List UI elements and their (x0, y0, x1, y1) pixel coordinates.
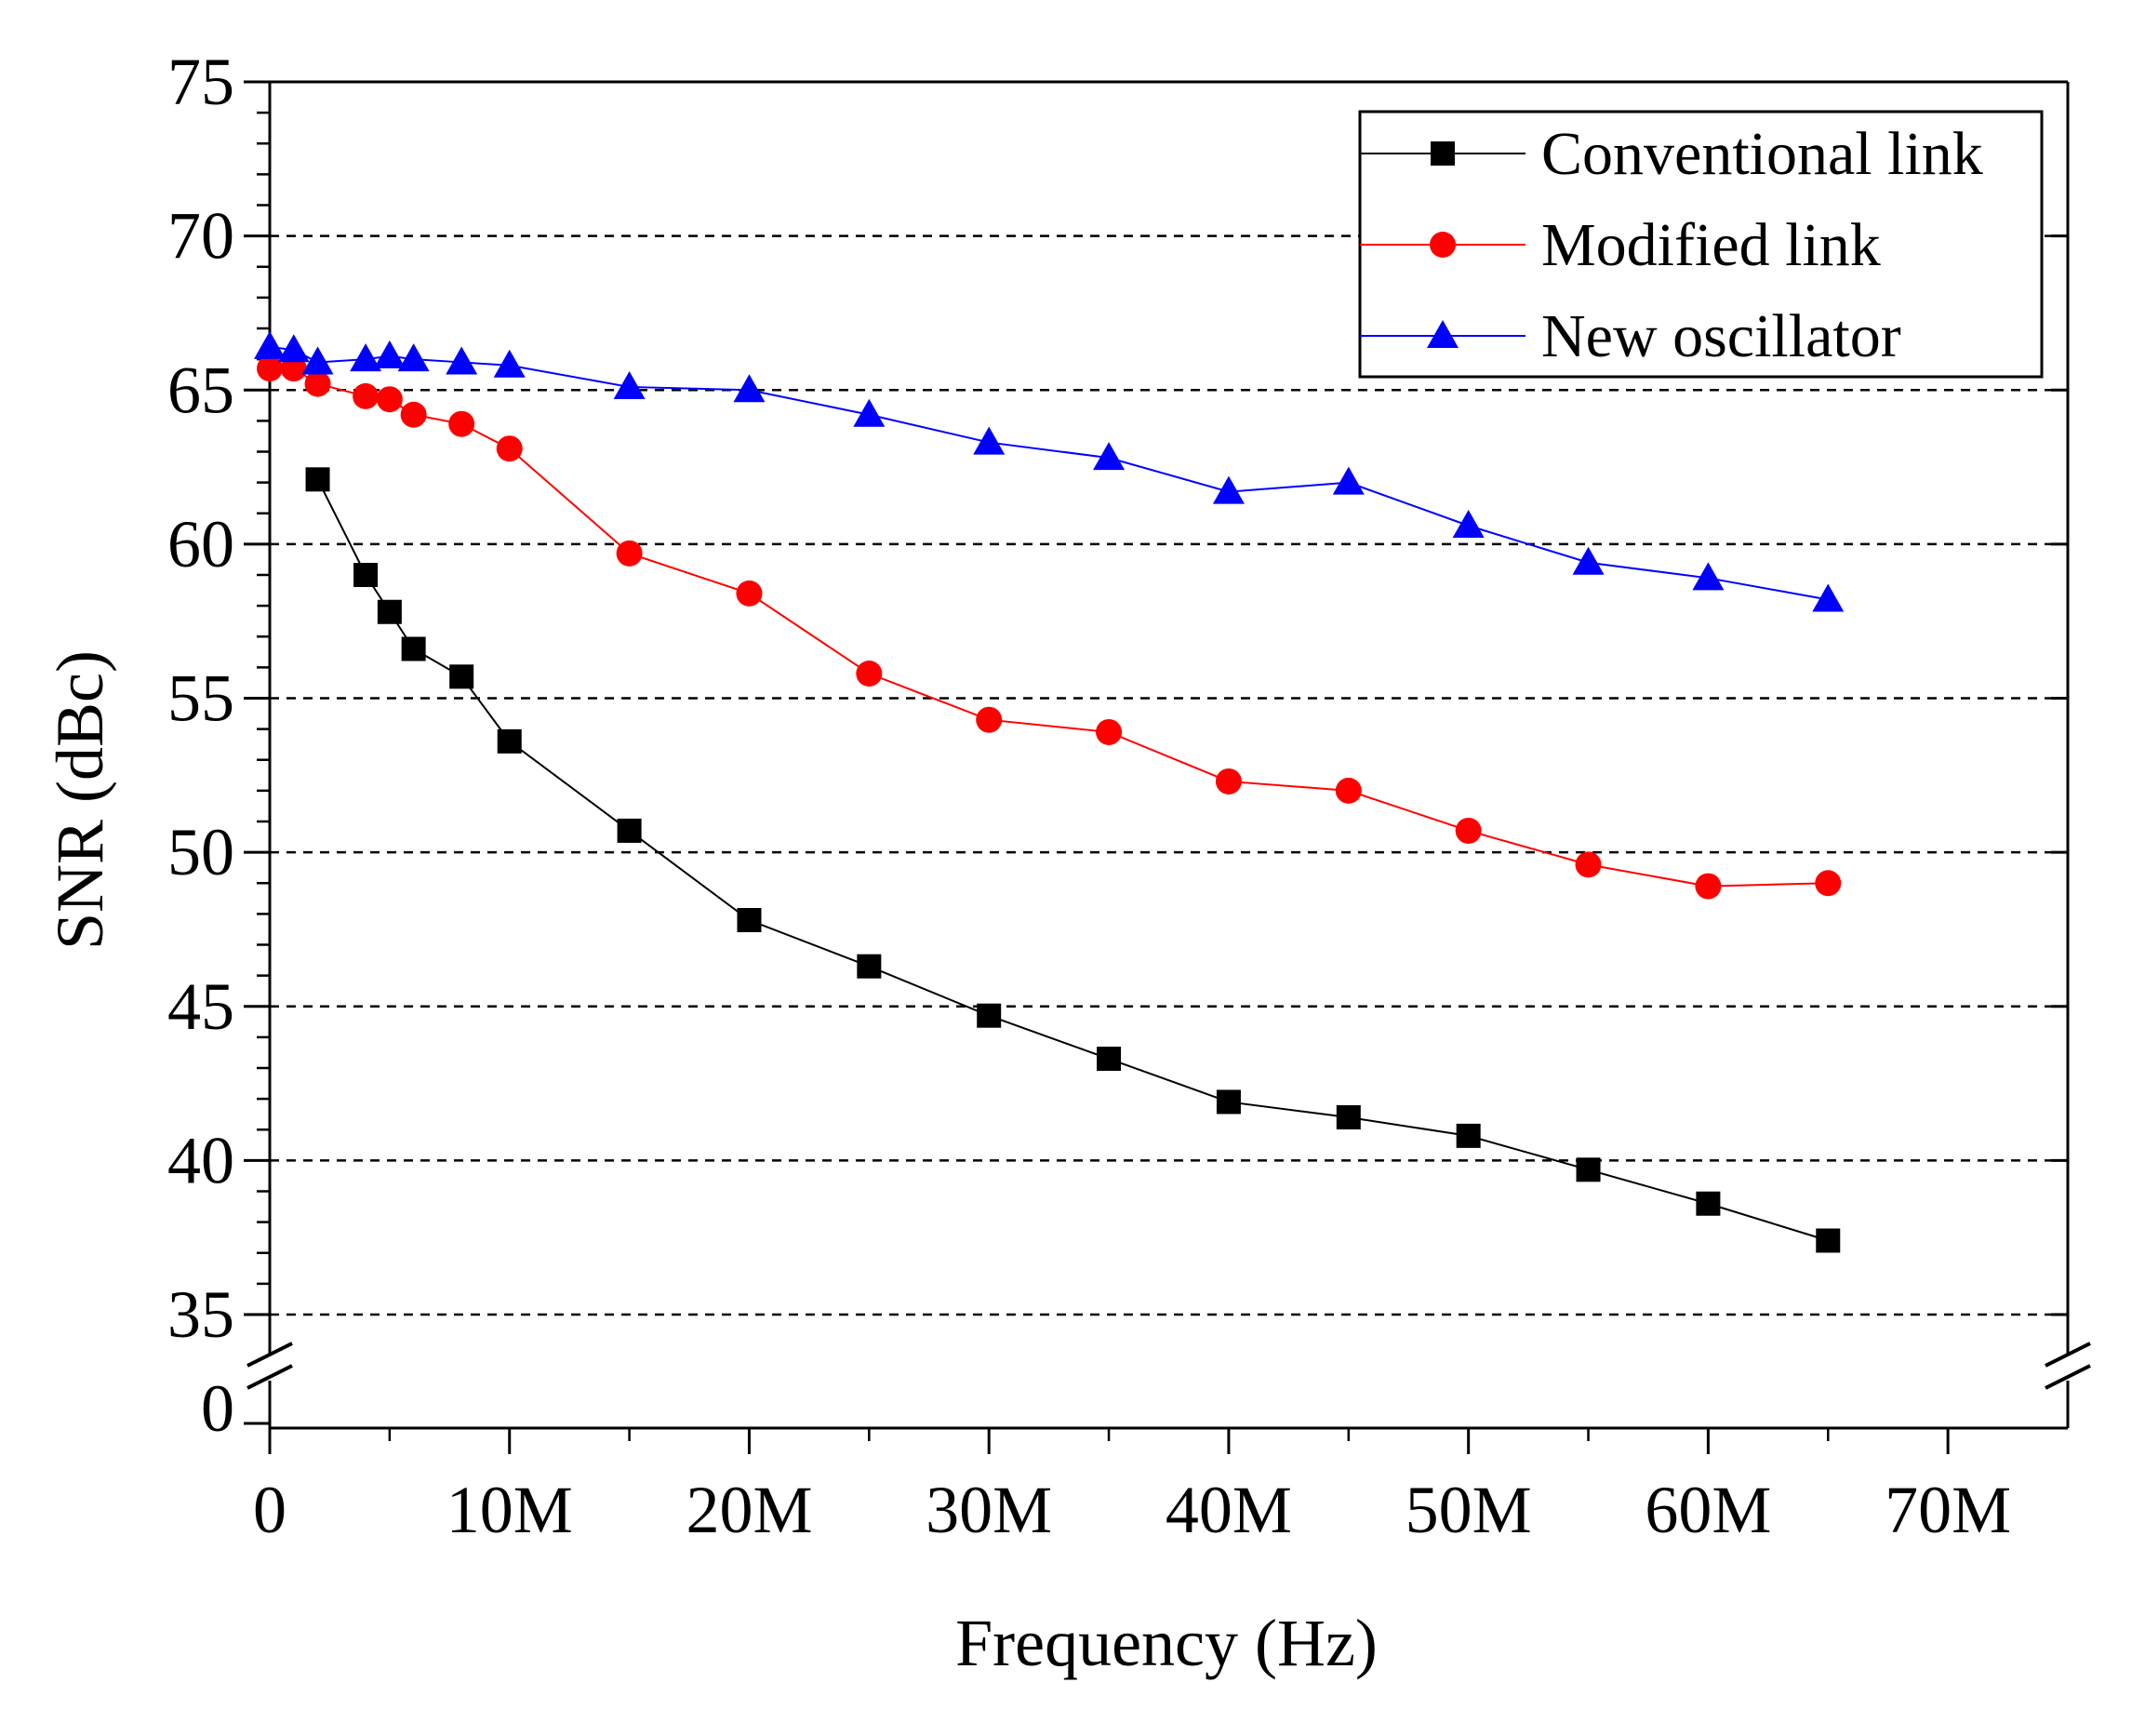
axis-break-mark-left (246, 1364, 293, 1390)
axis-break-mark-right (2045, 1364, 2091, 1390)
data-point (254, 330, 286, 359)
data-point (350, 343, 382, 372)
data-point (1093, 442, 1126, 471)
data-point (1332, 466, 1365, 495)
y-tick-label-zero: 0 (201, 1371, 234, 1446)
y-axis-title: SNR (dBc) (43, 650, 117, 950)
data-point (496, 435, 523, 462)
axis-ticks: 35 40 45 50 55 60 65 70 75 00 10M 20M 30M 40M 50M 60M 70… (167, 45, 2068, 1547)
data-point (1335, 777, 1362, 804)
data-point (400, 401, 427, 428)
data-point (1455, 817, 1482, 844)
data-point (1572, 546, 1605, 575)
data-point (736, 580, 763, 607)
y-tick-label: 55 (167, 661, 234, 736)
data-series (254, 330, 1845, 1253)
data-point (853, 398, 886, 427)
data-point (977, 1003, 1002, 1028)
x-tick-label: 20M (686, 1473, 812, 1547)
data-point (1215, 768, 1242, 795)
data-point (353, 563, 379, 587)
legend-marker-icon (1431, 141, 1455, 166)
data-point (497, 728, 522, 754)
data-point (1575, 851, 1602, 878)
data-point (1097, 1047, 1122, 1072)
series-new-oscillator (254, 330, 1845, 612)
axes (246, 80, 2091, 1430)
data-point (376, 386, 403, 413)
data-point (1576, 1157, 1601, 1182)
data-point (616, 540, 643, 567)
data-point (397, 343, 430, 372)
series-line (316, 478, 1829, 1242)
x-tick-label: 30M (926, 1473, 1052, 1547)
x-tick-label: 50M (1406, 1473, 1532, 1547)
data-point (373, 340, 406, 368)
data-point (1816, 1228, 1841, 1253)
legend-item: Conventional link (1360, 120, 1983, 188)
data-point (301, 346, 334, 375)
legend-marker-icon (1430, 232, 1456, 258)
data-point (1216, 1089, 1241, 1115)
legend-label: Modified link (1541, 211, 1881, 279)
data-point (856, 661, 883, 687)
data-point (857, 954, 882, 979)
data-point (377, 599, 402, 624)
data-point (733, 374, 766, 403)
data-point (1456, 1123, 1481, 1148)
data-point (973, 426, 1006, 455)
x-tick-label: 60M (1645, 1473, 1771, 1547)
x-tick-label: 10M (446, 1473, 573, 1547)
y-tick-label: 70 (167, 199, 234, 274)
x-tick-label: 70M (1885, 1473, 2011, 1547)
data-point (353, 382, 380, 409)
data-point (277, 334, 310, 363)
data-point (257, 355, 283, 382)
data-point (613, 370, 646, 399)
data-point (401, 636, 426, 661)
legend: Conventional link Modified link New oscill… (1358, 110, 2044, 379)
data-point (1815, 870, 1842, 897)
legend-label: New oscillator (1541, 302, 1901, 370)
data-point (1812, 583, 1845, 612)
legend-marker-icon (1427, 320, 1459, 348)
axis-break-mark-right (2045, 1342, 2091, 1368)
data-point (449, 664, 474, 689)
legend-label: Conventional link (1541, 120, 1983, 188)
data-point (305, 467, 330, 492)
data-point (446, 346, 478, 375)
data-point (1692, 562, 1725, 591)
data-point (737, 908, 762, 932)
grid-lines (270, 234, 2068, 1316)
data-point (1695, 873, 1722, 900)
legend-item: New oscillator (1360, 302, 1901, 370)
legend-item: Modified link (1360, 211, 1881, 279)
data-point (1212, 475, 1245, 504)
data-point (448, 410, 475, 437)
data-point (304, 370, 331, 397)
series-conventional-link (305, 467, 1841, 1253)
data-point (617, 818, 642, 843)
y-tick-label: 40 (167, 1123, 234, 1197)
data-point (976, 706, 1003, 733)
y-tick-label: 75 (167, 45, 234, 119)
y-tick-label: 60 (167, 507, 234, 581)
data-point (1452, 510, 1485, 538)
x-tick-label: 40M (1166, 1473, 1292, 1547)
y-tick-label: 45 (167, 969, 234, 1044)
data-point (1096, 718, 1123, 745)
axis-break-mark-left (246, 1342, 293, 1368)
y-tick-label: 35 (167, 1277, 234, 1352)
y-tick-label: 65 (167, 353, 234, 427)
data-point (1336, 1105, 1361, 1129)
x-tick-label: 0 (253, 1473, 286, 1547)
data-point (1696, 1191, 1721, 1216)
series-modified-link (257, 355, 1842, 900)
y-tick-label: 50 (167, 815, 234, 889)
x-axis-title: Frequency (Hz) (955, 1606, 1378, 1680)
data-point (493, 349, 526, 378)
